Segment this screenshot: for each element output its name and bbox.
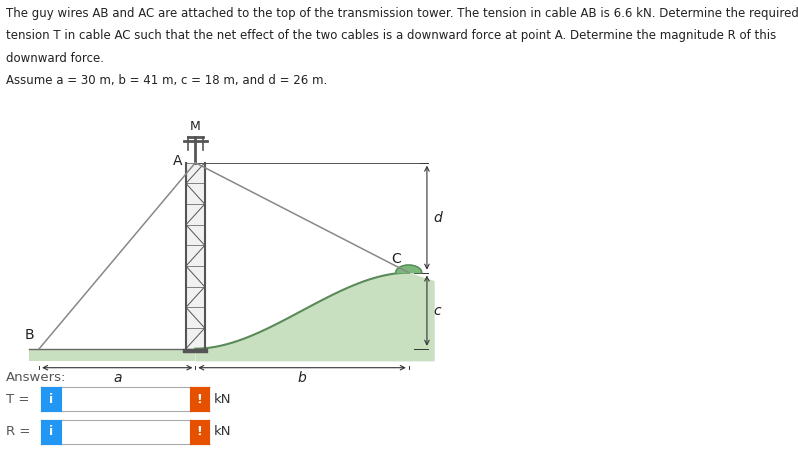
Polygon shape xyxy=(196,273,435,361)
Text: A: A xyxy=(173,154,182,168)
Text: tension T in cable AC such that the net effect of the two cables is a downward f: tension T in cable AC such that the net … xyxy=(6,29,776,42)
Text: c: c xyxy=(433,304,440,318)
Polygon shape xyxy=(396,265,421,273)
Text: T =: T = xyxy=(6,393,30,406)
Text: !: ! xyxy=(196,425,203,439)
Text: B: B xyxy=(25,328,34,342)
Text: i: i xyxy=(49,425,53,439)
Text: b: b xyxy=(298,371,306,385)
Text: d: d xyxy=(433,211,442,225)
Text: Answers:: Answers: xyxy=(6,371,67,384)
Text: downward force.: downward force. xyxy=(6,52,105,65)
Text: kN: kN xyxy=(214,393,231,406)
Text: a: a xyxy=(113,371,121,385)
Text: M: M xyxy=(190,120,201,133)
Text: C: C xyxy=(391,252,401,266)
Text: i: i xyxy=(49,393,53,406)
Text: The guy wires AB and AC are attached to the top of the transmission tower. The t: The guy wires AB and AC are attached to … xyxy=(6,7,798,20)
Text: R =: R = xyxy=(6,425,31,439)
Text: kN: kN xyxy=(214,425,231,439)
Text: Assume a = 30 m, b = 41 m, c = 18 m, and d = 26 m.: Assume a = 30 m, b = 41 m, c = 18 m, and… xyxy=(6,74,328,87)
Text: !: ! xyxy=(196,393,203,406)
Polygon shape xyxy=(29,349,196,361)
